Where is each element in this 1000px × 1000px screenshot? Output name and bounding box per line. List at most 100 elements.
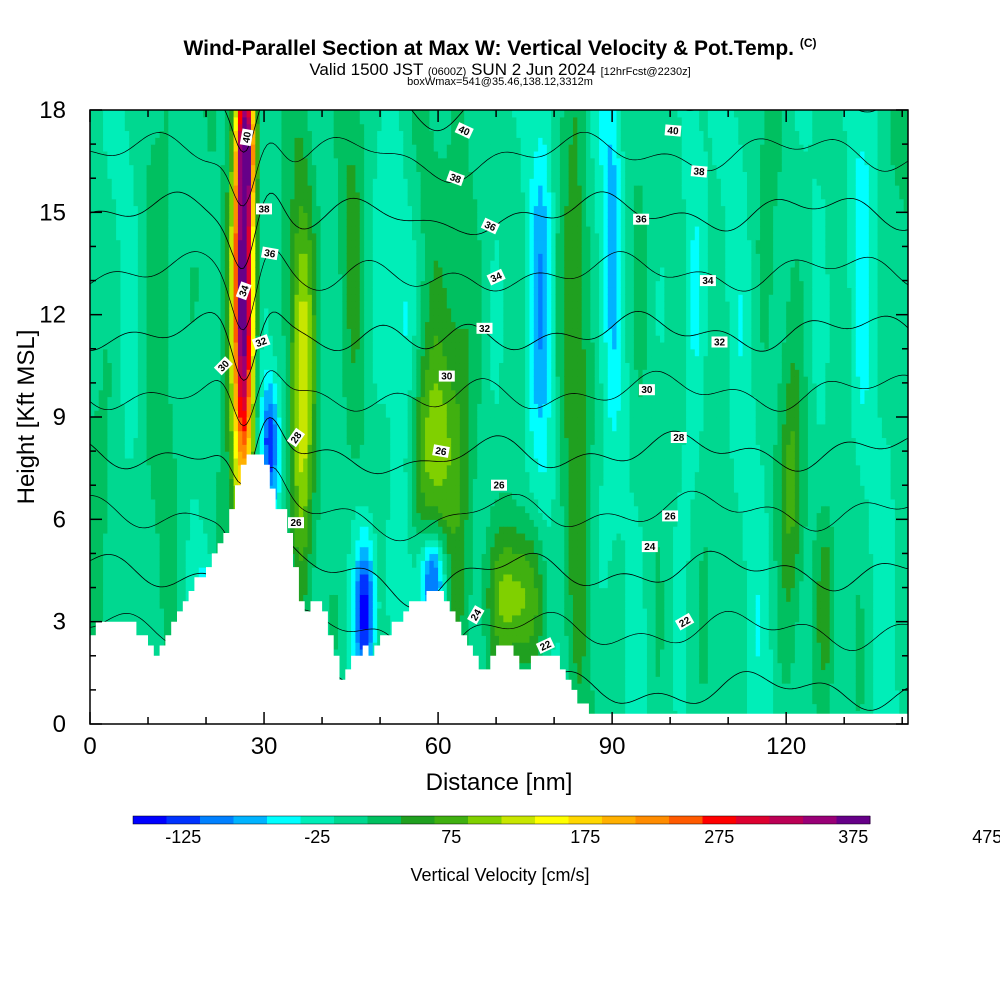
heatmap-cell	[177, 239, 182, 248]
heatmap-cell	[281, 417, 287, 425]
heatmap-cell	[168, 498, 174, 507]
heatmap-cell	[150, 341, 156, 350]
heatmap-cell	[259, 369, 265, 377]
heatmap-cell	[163, 171, 169, 179]
heatmap-cell	[259, 328, 265, 336]
heatmap-cell	[146, 628, 152, 636]
heatmap-cell	[116, 110, 122, 118]
heatmap-cell	[246, 362, 252, 370]
heatmap-cell	[103, 150, 108, 159]
heatmap-cell	[168, 260, 174, 268]
heatmap-cell	[172, 601, 178, 609]
heatmap-cell	[272, 444, 278, 452]
heatmap-cell	[177, 205, 182, 213]
heatmap-cell	[181, 539, 187, 548]
heatmap-cell	[272, 219, 278, 227]
heatmap-cell	[294, 444, 300, 452]
heatmap-cell	[177, 532, 182, 541]
heatmap-cell	[298, 485, 304, 493]
heatmap-cell	[94, 485, 100, 493]
heatmap-cell	[316, 321, 322, 329]
heatmap-cell	[90, 451, 95, 459]
heatmap-cell	[129, 362, 135, 370]
heatmap-cell	[242, 253, 248, 261]
heatmap-cell	[168, 451, 174, 459]
heatmap-cell	[146, 164, 152, 172]
heatmap-cell	[129, 301, 135, 309]
heatmap-cell	[311, 444, 317, 452]
heatmap-cell	[120, 437, 126, 445]
heatmap-cell	[303, 150, 309, 159]
heatmap-cell	[216, 389, 222, 398]
heatmap-cell	[129, 396, 135, 404]
heatmap-cell	[211, 396, 217, 404]
heatmap-cell	[181, 314, 187, 323]
heatmap-cell	[285, 430, 291, 439]
heatmap-cell	[194, 485, 200, 493]
heatmap-cell	[281, 307, 287, 316]
heatmap-cell	[307, 341, 313, 350]
heatmap-cell	[103, 560, 108, 568]
heatmap-cell	[281, 301, 287, 309]
heatmap-cell	[311, 382, 317, 391]
heatmap-cell	[159, 587, 165, 595]
heatmap-cell	[172, 464, 178, 473]
heatmap-cell	[142, 526, 148, 534]
heatmap-cell	[203, 389, 209, 398]
heatmap-cell	[211, 505, 217, 514]
heatmap-cell	[285, 260, 291, 268]
heatmap-cell	[307, 164, 313, 172]
heatmap-cell	[146, 205, 152, 213]
heatmap-cell	[194, 328, 200, 336]
heatmap-cell	[277, 185, 283, 193]
heatmap-cell	[320, 301, 326, 309]
heatmap-cell	[233, 451, 239, 459]
heatmap-cell	[211, 232, 217, 241]
heatmap-cell	[90, 355, 95, 364]
heatmap-cell	[194, 287, 200, 295]
heatmap-cell	[272, 348, 278, 357]
heatmap-cell	[259, 185, 265, 193]
heatmap-cell	[229, 198, 235, 207]
heatmap-cell	[133, 410, 139, 418]
heatmap-cell	[268, 369, 274, 377]
heatmap-cell	[98, 266, 104, 275]
heatmap-cell	[94, 280, 100, 288]
heatmap-cell	[137, 567, 143, 575]
heatmap-cell	[285, 335, 291, 343]
heatmap-cell	[194, 144, 200, 152]
heatmap-cell	[255, 137, 261, 145]
heatmap-cell	[150, 601, 156, 609]
heatmap-cell	[229, 266, 235, 275]
heatmap-cell	[129, 171, 135, 179]
heatmap-cell	[229, 253, 235, 261]
heatmap-cell	[203, 539, 209, 548]
heatmap-cell	[242, 444, 248, 452]
heatmap-cell	[146, 232, 152, 241]
heatmap-cell	[137, 171, 143, 179]
heatmap-cell	[159, 178, 165, 186]
heatmap-cell	[146, 457, 152, 466]
heatmap-cell	[124, 253, 130, 261]
heatmap-cell	[129, 164, 135, 172]
heatmap-cell	[281, 260, 287, 268]
heatmap-cell	[94, 137, 100, 145]
heatmap-cell	[303, 457, 309, 466]
heatmap-cell	[311, 451, 317, 459]
heatmap-cell	[107, 212, 113, 220]
heatmap-cell	[181, 260, 187, 268]
heatmap-cell	[98, 164, 104, 172]
heatmap-cell	[281, 157, 287, 166]
heatmap-cell	[277, 294, 283, 302]
heatmap-cell	[211, 369, 217, 377]
heatmap-cell	[155, 225, 161, 234]
heatmap-cell	[324, 382, 330, 391]
heatmap-cell	[198, 389, 204, 398]
heatmap-cell	[129, 348, 135, 357]
heatmap-cell	[124, 423, 130, 432]
heatmap-cell	[216, 171, 222, 179]
heatmap-cell	[168, 178, 174, 186]
heatmap-cell	[155, 137, 161, 145]
heatmap-cell	[177, 498, 182, 507]
heatmap-cell	[90, 137, 95, 145]
